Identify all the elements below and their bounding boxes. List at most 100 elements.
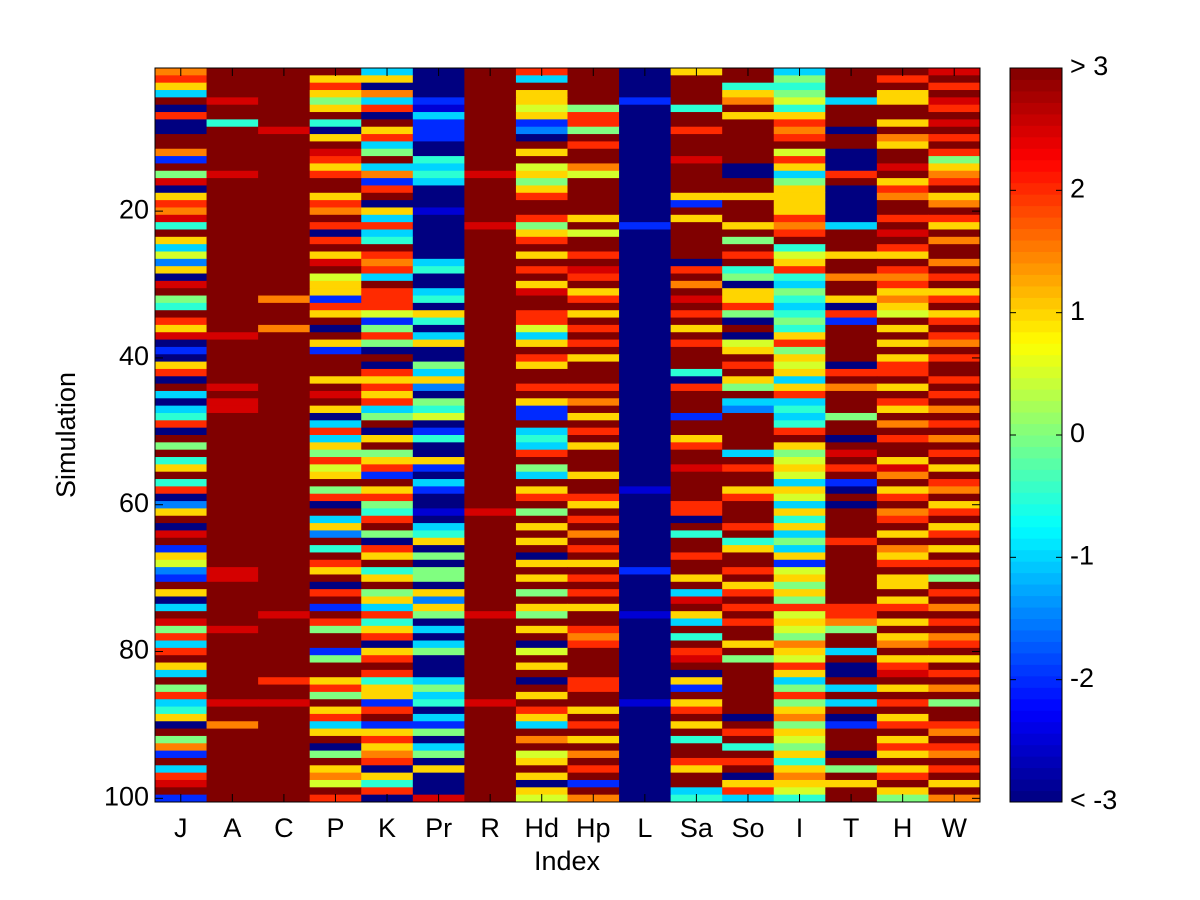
heat-cell	[825, 603, 878, 612]
heat-cell	[773, 148, 826, 157]
heat-cell	[670, 390, 723, 399]
heat-cell	[515, 170, 568, 179]
heat-cell	[825, 302, 878, 311]
heat-cell	[464, 640, 517, 649]
heat-cell	[722, 647, 775, 656]
heat-cell	[567, 280, 620, 289]
heat-cell	[825, 713, 878, 722]
heat-cell	[412, 82, 465, 91]
heat-cell	[928, 735, 981, 744]
heat-cell	[515, 207, 568, 216]
heat-cell	[258, 435, 311, 443]
heat-cell	[567, 684, 620, 693]
heat-cell	[722, 508, 775, 517]
heat-cell	[464, 141, 517, 150]
heat-cell	[773, 647, 826, 656]
heat-cell	[619, 97, 672, 106]
heat-cell	[258, 236, 311, 245]
heat-cell	[515, 178, 568, 186]
heat-cell	[928, 97, 981, 106]
heat-cell	[361, 207, 414, 216]
heat-cell	[876, 339, 929, 348]
heat-cell	[773, 82, 826, 91]
heat-cell	[619, 119, 672, 128]
heat-cell	[258, 457, 311, 465]
heat-cell	[155, 435, 208, 443]
heat-cell	[773, 545, 826, 553]
heat-cell	[876, 537, 929, 546]
heat-cell	[773, 178, 826, 186]
heat-cell	[206, 493, 259, 502]
heat-cell	[155, 603, 208, 612]
heat-cell	[567, 361, 620, 370]
heat-cell	[361, 405, 414, 414]
heat-cell	[361, 361, 414, 370]
heat-cell	[825, 633, 878, 642]
heat-cell	[464, 317, 517, 326]
heat-cell	[206, 339, 259, 348]
heat-cell	[361, 633, 414, 642]
heat-cell	[619, 537, 672, 546]
heat-cell	[825, 273, 878, 282]
heat-cell	[928, 728, 981, 737]
heat-cell	[155, 156, 208, 164]
heat-cell	[928, 640, 981, 649]
heat-cell	[155, 317, 208, 326]
x-axis-label: Index	[534, 846, 601, 876]
heat-cell	[155, 691, 208, 700]
heat-cell	[206, 559, 259, 568]
heat-cell	[876, 596, 929, 605]
heat-cell	[722, 523, 775, 531]
heat-cell	[876, 420, 929, 429]
heat-cell	[206, 515, 259, 524]
heat-cell	[876, 398, 929, 407]
heat-cell	[412, 479, 465, 487]
heat-cell	[155, 713, 208, 722]
heat-cell	[155, 376, 208, 385]
heat-cell	[722, 772, 775, 781]
heat-cell	[773, 222, 826, 230]
heat-cell	[412, 398, 465, 407]
heat-cell	[773, 97, 826, 106]
heat-cell	[928, 508, 981, 517]
heat-cell	[619, 581, 672, 590]
heat-cell	[258, 706, 311, 715]
heat-cell	[928, 625, 981, 634]
heat-cell	[722, 405, 775, 414]
heat-cell	[258, 655, 311, 664]
heat-cell	[670, 772, 723, 781]
heat-cell	[258, 735, 311, 744]
heat-cell	[361, 640, 414, 649]
heat-cell	[412, 134, 465, 142]
heat-cell	[567, 669, 620, 678]
heat-cell	[412, 229, 465, 238]
heat-cell	[515, 435, 568, 443]
heat-cell	[361, 559, 414, 568]
heat-cell	[206, 361, 259, 370]
heat-cell	[773, 119, 826, 128]
heat-cell	[258, 765, 311, 774]
heat-cell	[361, 787, 414, 796]
heat-cell	[464, 515, 517, 524]
heat-cell	[670, 273, 723, 282]
heat-cell	[155, 383, 208, 392]
heat-cell	[309, 625, 362, 634]
heat-cell	[773, 376, 826, 385]
heat-cell	[309, 405, 362, 414]
heat-cell	[361, 229, 414, 238]
heat-cell	[309, 449, 362, 458]
heat-cell	[567, 412, 620, 421]
heat-cell	[567, 640, 620, 649]
y-tick-label: 20	[119, 194, 149, 224]
heat-cell	[258, 185, 311, 194]
heat-cell	[258, 677, 311, 686]
heat-cell	[361, 772, 414, 781]
heat-cell	[773, 750, 826, 759]
heat-cell	[670, 148, 723, 157]
heat-cell	[773, 442, 826, 451]
heat-cell	[155, 90, 208, 98]
heat-cell	[825, 501, 878, 509]
x-tick-label: L	[637, 813, 652, 843]
heat-cell	[825, 280, 878, 289]
heat-cell	[258, 258, 311, 267]
